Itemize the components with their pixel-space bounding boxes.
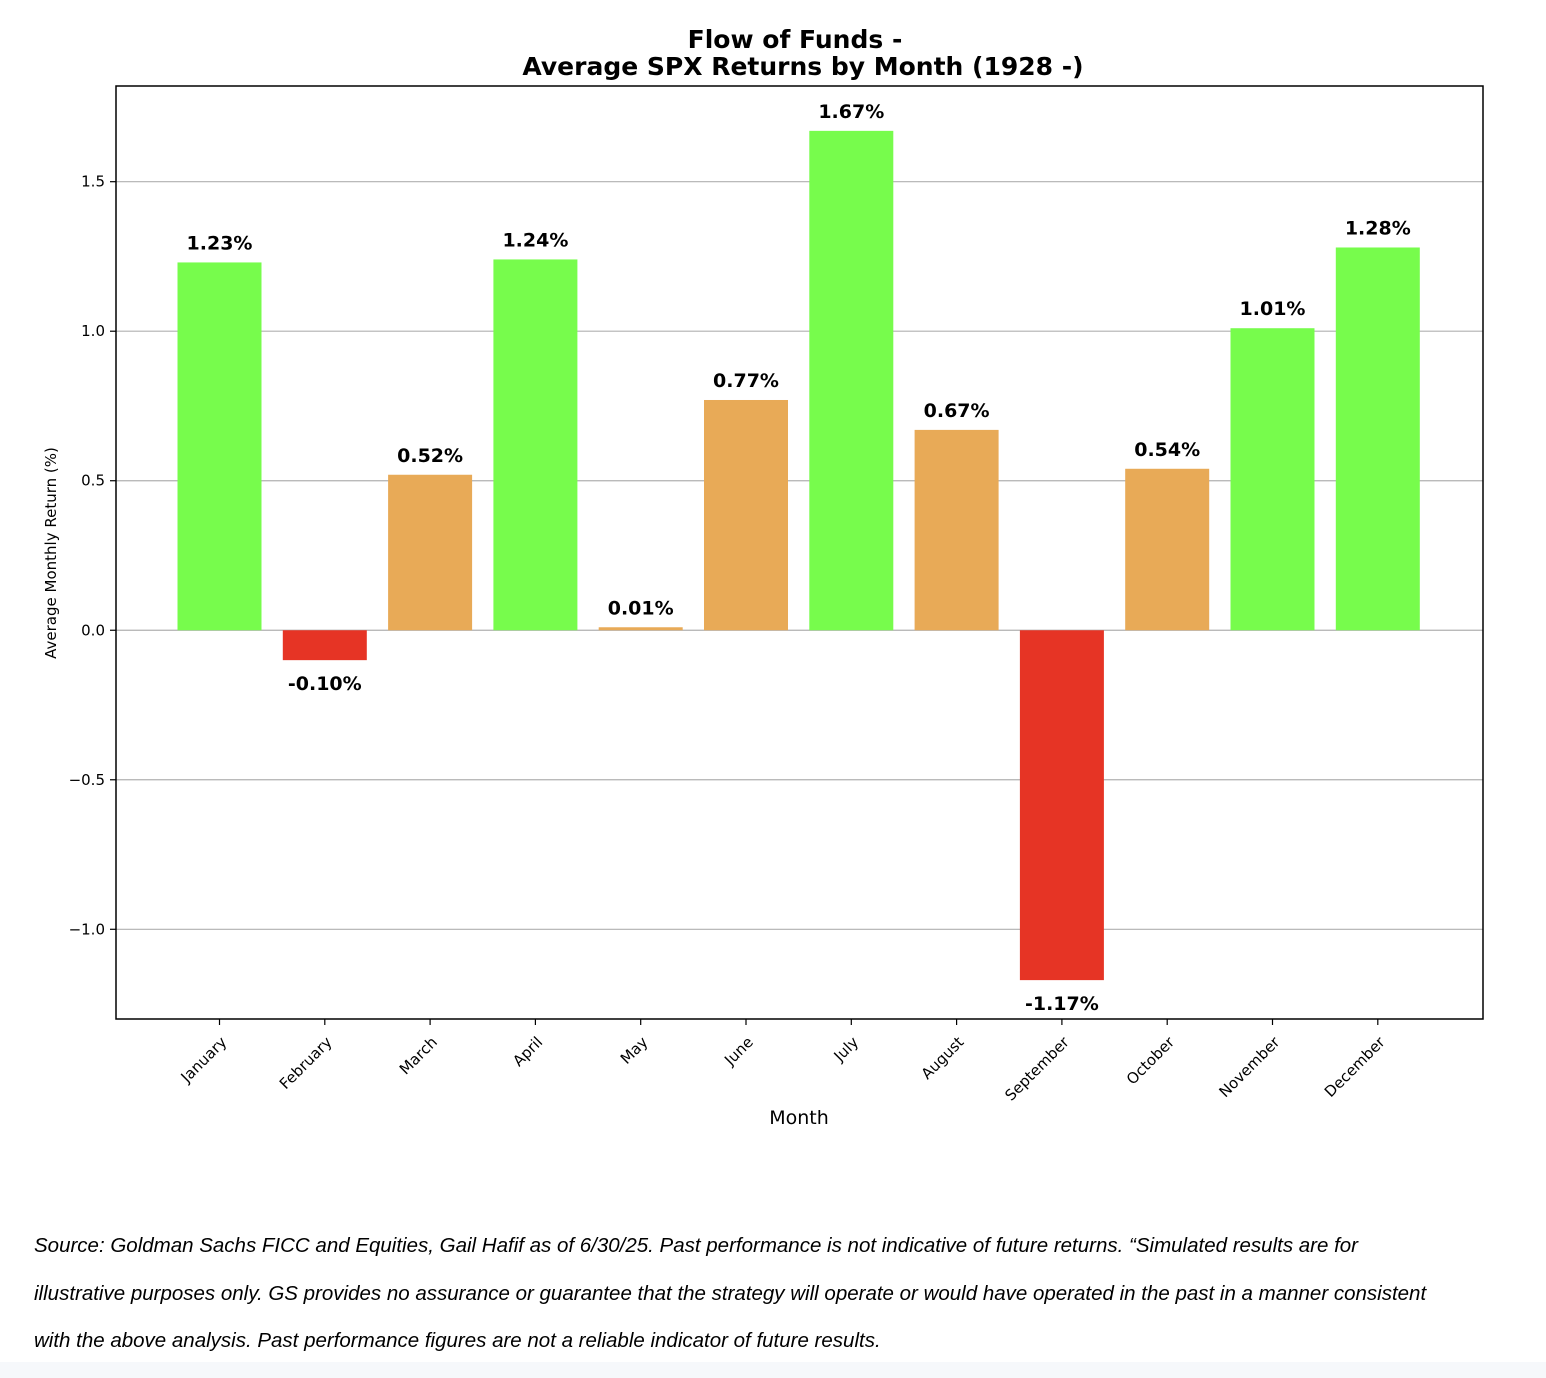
data-label-july: 1.67% bbox=[818, 101, 884, 123]
footnote-line-2: illustrative purposes only. GS provides … bbox=[34, 1281, 1427, 1305]
bar-january bbox=[177, 262, 262, 631]
data-label-february: -0.10% bbox=[288, 673, 362, 695]
bar-october bbox=[1125, 468, 1210, 631]
data-label-november: 1.01% bbox=[1240, 298, 1306, 320]
x-tick-label: October bbox=[1123, 1033, 1179, 1089]
x-axis-title: Month bbox=[769, 1107, 829, 1129]
x-tick-label: July bbox=[830, 1033, 863, 1066]
chart-title-line-1: Flow of Funds - bbox=[688, 25, 903, 54]
y-tick-label: 0.0 bbox=[81, 621, 105, 639]
bar-chart: Flow of Funds - Average SPX Returns by M… bbox=[42, 25, 1484, 1129]
bar-august bbox=[914, 429, 999, 631]
data-label-september: -1.17% bbox=[1025, 993, 1099, 1015]
plot-area-frame bbox=[115, 85, 1484, 1020]
x-tick-label: September bbox=[1001, 1033, 1073, 1105]
data-label-march: 0.52% bbox=[397, 445, 463, 467]
bottom-band bbox=[0, 1362, 1546, 1378]
data-label-june: 0.77% bbox=[713, 370, 779, 392]
bar-december bbox=[1335, 247, 1420, 631]
x-tick-label: June bbox=[720, 1033, 757, 1070]
data-label-december: 1.28% bbox=[1345, 217, 1411, 239]
bar-november bbox=[1230, 328, 1315, 631]
y-tick-label: −1.0 bbox=[69, 920, 105, 938]
bar-september bbox=[1019, 630, 1104, 981]
bar-june bbox=[704, 399, 788, 631]
y-tick-label: 1.5 bbox=[81, 173, 105, 191]
data-label-may: 0.01% bbox=[608, 597, 674, 619]
footnote-line-3: with the above analysis. Past performanc… bbox=[34, 1329, 881, 1352]
data-label-october: 0.54% bbox=[1134, 439, 1200, 461]
footnote-line-1: Source: Goldman Sachs FICC and Equities,… bbox=[34, 1234, 1359, 1257]
data-labels: 1.23% -0.10% 0.52% 1.24% 0.01% 0.77% 1.67% 0.67… bbox=[187, 101, 1411, 1015]
bar-april bbox=[493, 259, 578, 631]
bar-may bbox=[598, 627, 683, 631]
x-tick-label: May bbox=[617, 1033, 652, 1068]
source-footnote: Source: Goldman Sachs FICC and Equities,… bbox=[34, 1222, 1514, 1365]
y-tick-label: 0.5 bbox=[81, 472, 105, 490]
data-label-april: 1.24% bbox=[502, 229, 568, 251]
data-label-august: 0.67% bbox=[924, 400, 990, 422]
x-tick-label: December bbox=[1321, 1033, 1389, 1101]
chart-title-line-2: Average SPX Returns by Month (1928 -) bbox=[522, 52, 1083, 81]
x-tick-label: April bbox=[509, 1033, 546, 1070]
x-tick-label: August bbox=[918, 1033, 968, 1083]
x-tick-label: March bbox=[396, 1033, 441, 1078]
bars bbox=[177, 130, 1420, 981]
bar-july bbox=[809, 130, 894, 631]
y-axis-ticks: −1.0 −0.5 0.0 0.5 1.0 1.5 bbox=[69, 173, 116, 938]
x-tick-label: November bbox=[1215, 1033, 1283, 1101]
x-tick-label: January bbox=[177, 1033, 231, 1087]
x-tick-label: February bbox=[276, 1033, 336, 1093]
bar-february bbox=[282, 630, 367, 661]
y-tick-label: 1.0 bbox=[81, 322, 105, 340]
x-axis-ticks: January February March April May June July Augu… bbox=[177, 1019, 1389, 1105]
data-label-january: 1.23% bbox=[187, 232, 253, 254]
y-tick-label: −0.5 bbox=[69, 771, 105, 789]
y-axis-title: Average Monthly Return (%) bbox=[42, 447, 60, 659]
bar-march bbox=[388, 474, 473, 631]
